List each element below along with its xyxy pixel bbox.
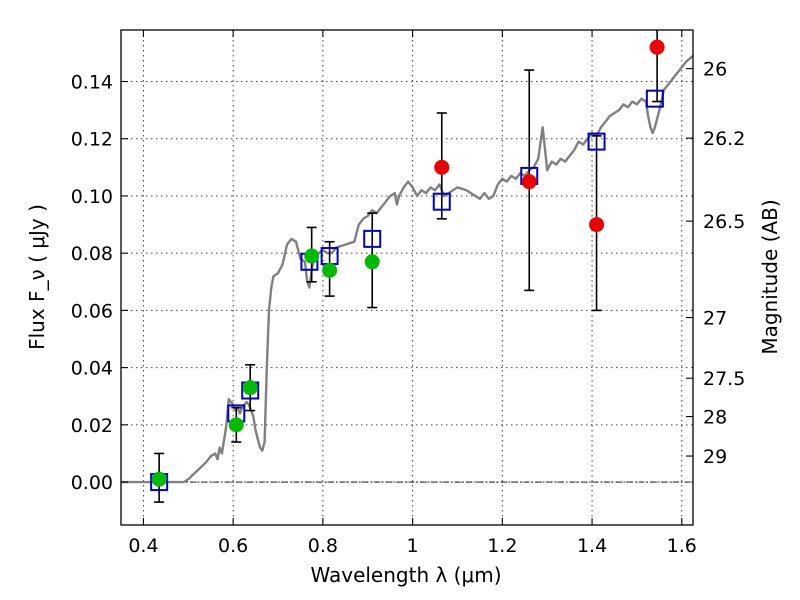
green-data-point — [364, 254, 380, 270]
model-square — [645, 89, 664, 108]
model-square — [363, 229, 382, 248]
x-tick-label: 1.6 — [667, 535, 697, 557]
y-tick-label: 0.12 — [71, 129, 113, 151]
x-axis-title: Wavelength λ (μm) — [310, 563, 501, 587]
y-tick-label: 0.14 — [71, 72, 113, 94]
tick-labels-layer: 0.4 0.6 0.8 1 1.2 1.4 1.6 0.00 0.02 0.04 0.06 0.08 0… — [71, 59, 746, 557]
green-data-point — [322, 262, 338, 278]
y-axis-title: Flux F_ν ( μJy ) — [25, 204, 49, 350]
grid-layer — [121, 30, 693, 525]
red-data-point — [589, 217, 605, 233]
y2-tick-label: 28 — [703, 407, 727, 429]
y2-tick-label: 26 — [703, 59, 727, 81]
y-tick-label: 0.00 — [71, 472, 113, 494]
x-tick-label: 1.4 — [577, 535, 607, 557]
green-data-point — [228, 417, 244, 433]
x-tick-label: 0.4 — [128, 535, 158, 557]
y2-tick-label: 26.2 — [703, 128, 745, 150]
red-data-point — [521, 174, 537, 190]
y-tick-label: 0.02 — [71, 415, 113, 437]
y-tick-label: 0.08 — [71, 243, 113, 265]
y-tick-label: 0.06 — [71, 300, 113, 322]
green-data-point — [242, 380, 258, 396]
y2-axis-title: Magnitude (AB) — [758, 199, 782, 354]
x-tick-label: 1.2 — [487, 535, 517, 557]
plot-frame — [120, 29, 694, 526]
y-tick-label: 0.10 — [71, 186, 113, 208]
red-data-point — [434, 159, 450, 175]
model-square — [587, 132, 606, 151]
y2-tick-label: 27.5 — [703, 368, 745, 390]
x-tick-label: 1 — [407, 535, 419, 557]
model-square — [432, 192, 451, 211]
green-data-point — [304, 248, 320, 264]
green-data-point — [151, 471, 167, 487]
ticks-layer — [121, 30, 693, 525]
x-tick-label: 0.6 — [218, 535, 248, 557]
observed-points-layer — [151, 39, 665, 487]
y-tick-label: 0.04 — [71, 358, 113, 380]
y2-tick-label: 29 — [703, 446, 727, 468]
red-data-point — [649, 39, 665, 55]
x-tick-label: 0.8 — [308, 535, 338, 557]
y2-tick-label: 27 — [703, 308, 727, 330]
y2-tick-label: 26.5 — [703, 211, 745, 233]
